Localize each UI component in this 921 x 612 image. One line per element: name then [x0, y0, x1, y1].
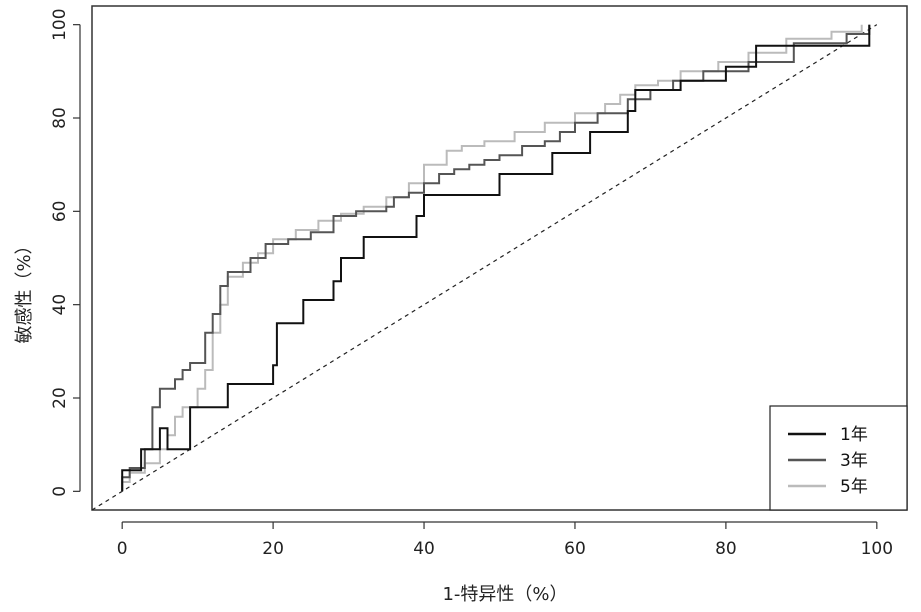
series-group — [121, 24, 871, 492]
x-tick-label: 0 — [117, 539, 128, 559]
x-axis-title: 1-特异性（%） — [442, 584, 567, 605]
x-tick-label: 20 — [262, 539, 284, 559]
legend-label-1: 1年 — [840, 425, 868, 445]
x-tick-label: 100 — [861, 539, 893, 559]
y-tick-label: 20 — [50, 387, 70, 409]
y-axis: 0 20 40 60 80 100 — [50, 8, 81, 497]
y-tick-label: 40 — [50, 294, 70, 316]
y-axis-title: 敏感性（%） — [14, 236, 35, 343]
reference-diagonal — [91, 24, 878, 511]
legend: 1年 3年 5年 — [769, 405, 908, 511]
y-tick-label: 60 — [50, 201, 70, 223]
legend-box — [769, 405, 908, 511]
x-axis: 0 20 40 60 80 100 — [117, 521, 893, 559]
legend-label-2: 3年 — [840, 451, 868, 471]
x-tick-label: 80 — [715, 539, 737, 559]
y-tick-label: 80 — [50, 107, 70, 129]
series-line-1 — [121, 24, 871, 492]
y-tick-label: 0 — [50, 486, 70, 497]
x-tick-label: 40 — [413, 539, 435, 559]
y-tick-label: 100 — [50, 8, 70, 40]
plot-frame — [91, 5, 908, 511]
series-line-3 — [121, 24, 863, 492]
series-line-2 — [121, 24, 871, 492]
x-tick-label: 60 — [564, 539, 586, 559]
legend-label-3: 5年 — [840, 477, 868, 497]
